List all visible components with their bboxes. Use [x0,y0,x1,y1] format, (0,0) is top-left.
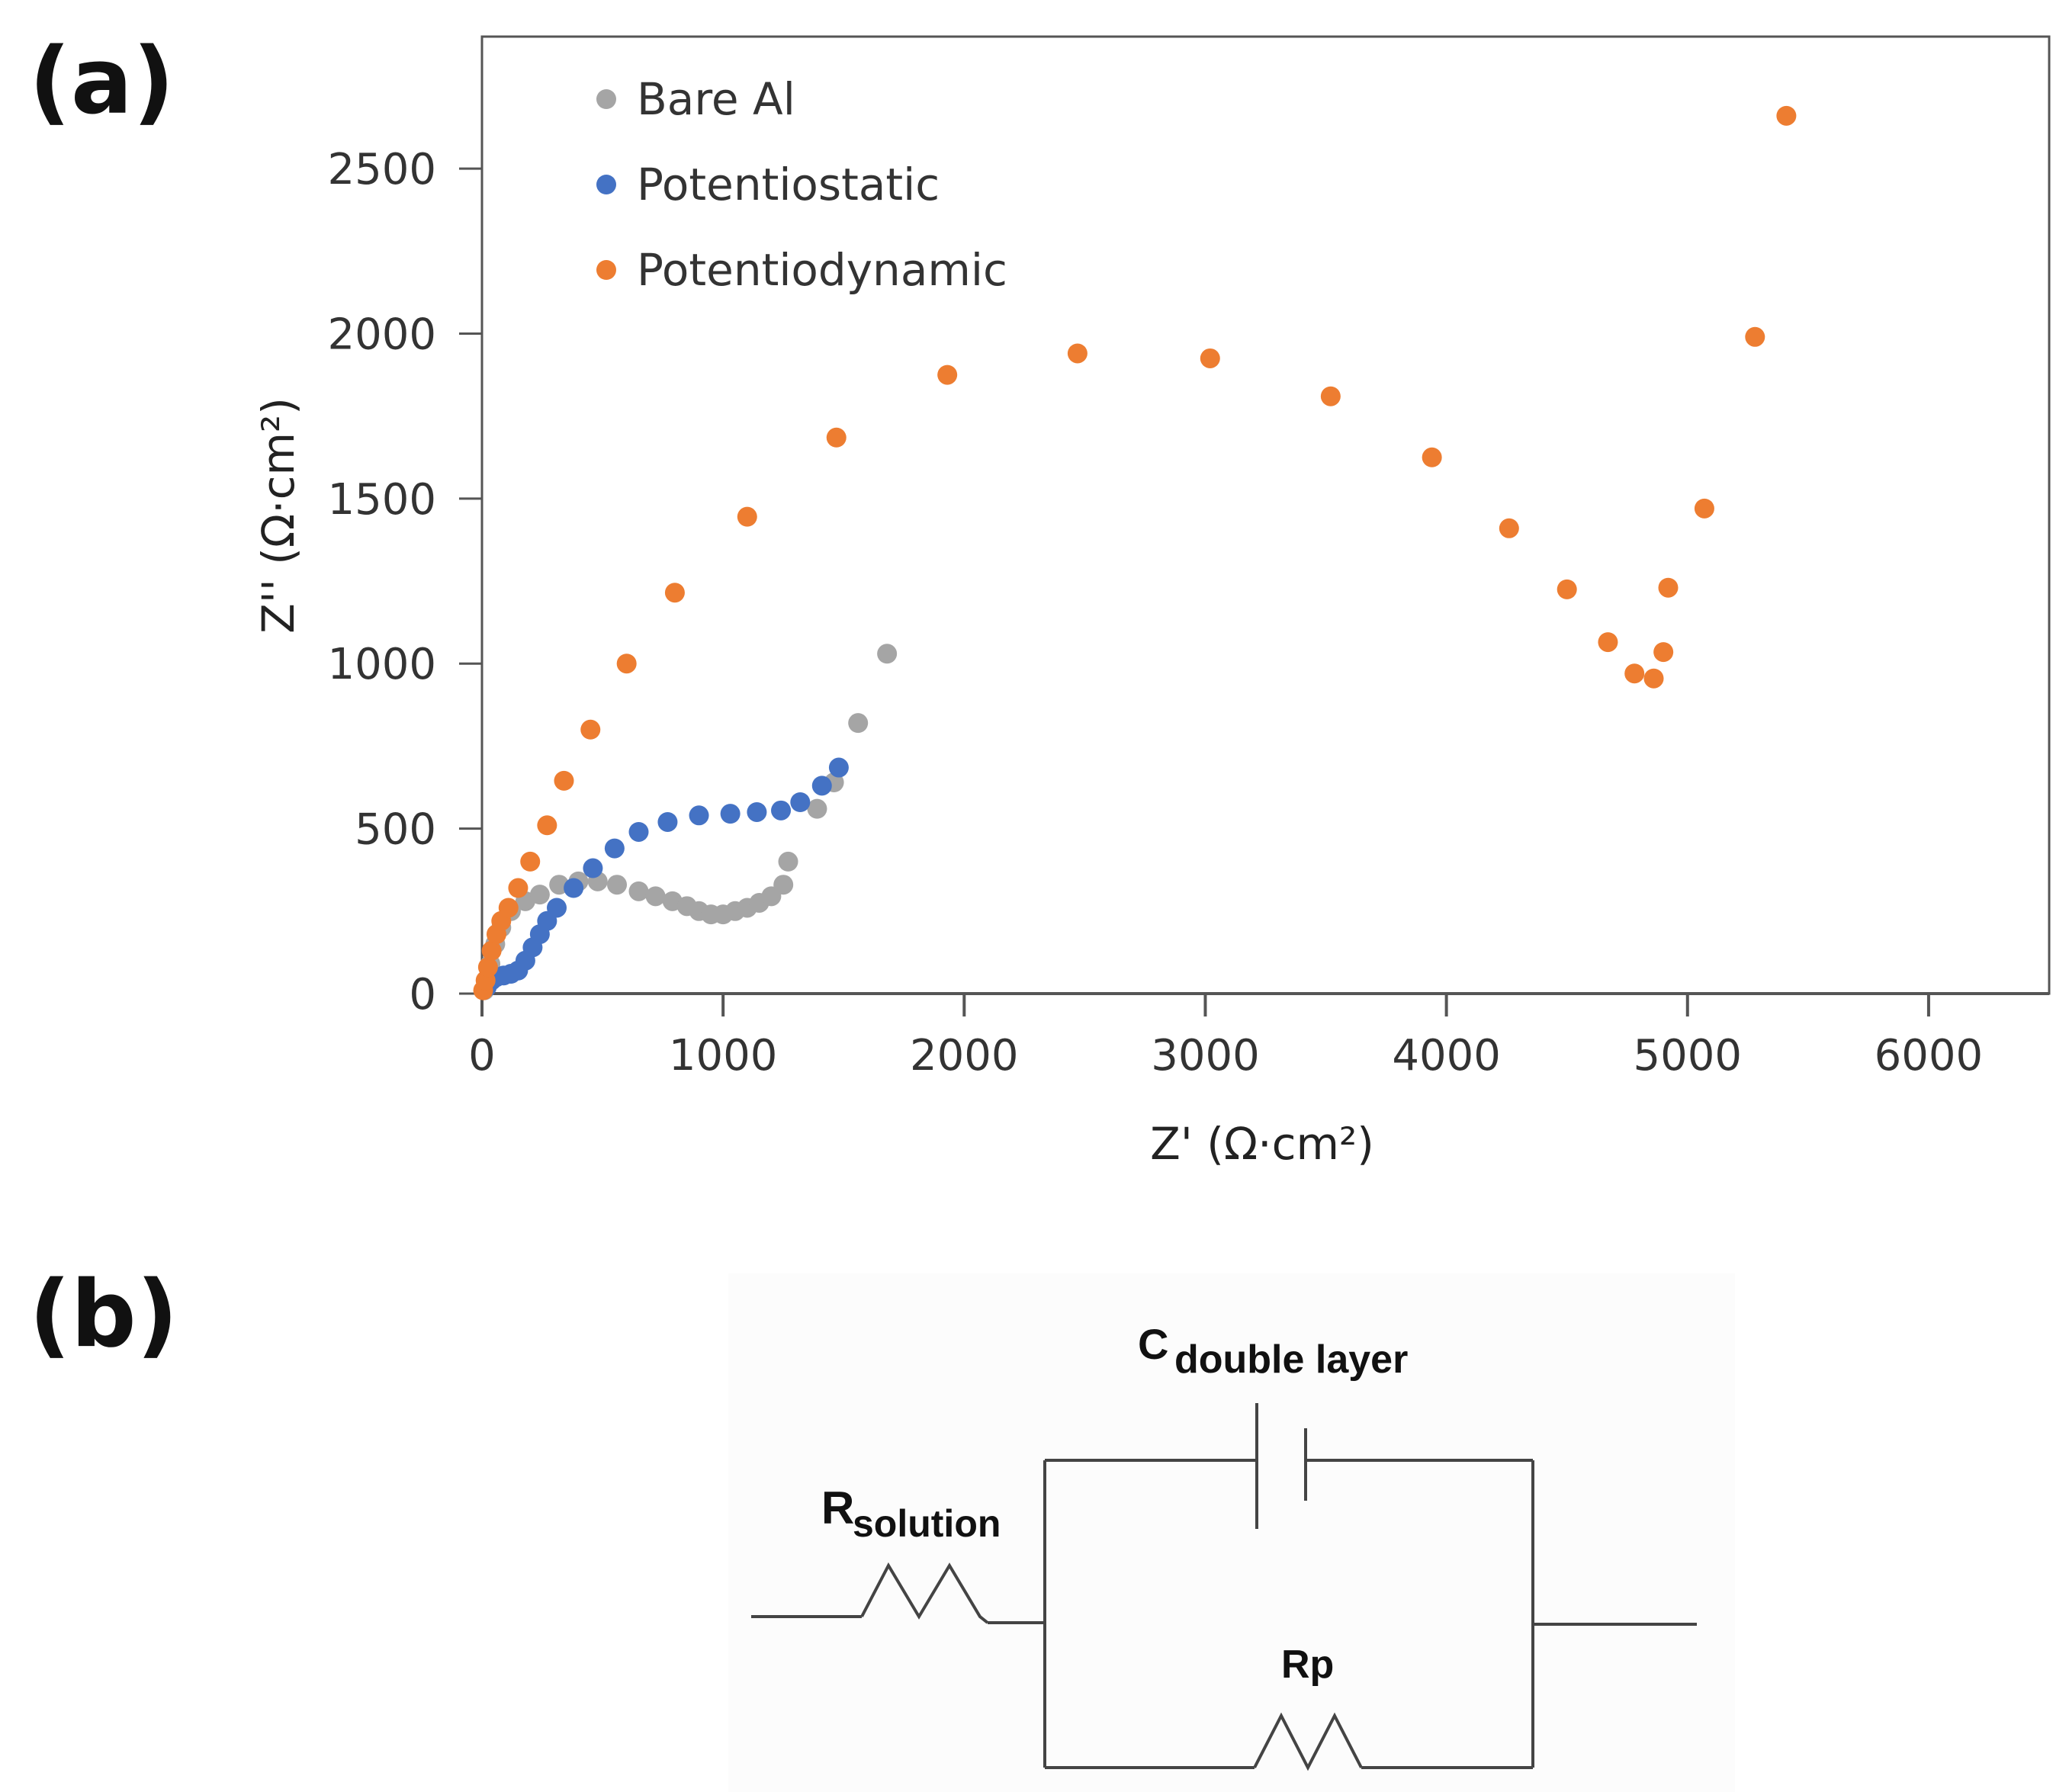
point-potentiodynamic [580,719,601,740]
point-potentiodynamic [1422,447,1442,467]
point-potentiodynamic [477,957,498,978]
point-potentiodynamic [1653,642,1674,663]
c-double-layer-label-sub: double layer [1174,1338,1408,1382]
x-ticks: 0 1000 2000 3000 4000 5000 6000 [468,994,1983,1081]
point-bare-al [529,885,550,905]
legend-label-potentiodynamic: Potentiodynamic [637,244,1007,296]
x-tick-label: 5000 [1634,1031,1743,1081]
y-tick-label: 1500 [327,475,436,525]
point-potentiodynamic [616,654,637,674]
point-bare-al [607,875,628,895]
point-potentiodynamic [1320,386,1341,406]
point-potentiodynamic [1658,577,1679,598]
point-potentiostatic [583,858,603,878]
x-tick-label: 2000 [910,1031,1019,1081]
point-potentiostatic [790,792,811,812]
legend-marker-bare-al [596,89,616,109]
point-potentiodynamic [554,770,574,791]
point-bare-al [645,886,666,907]
equivalent-circuit [728,1273,1735,1792]
point-potentiodynamic [1557,579,1577,599]
c-double-layer-label-main: C [1138,1320,1168,1368]
point-bare-al [628,881,649,901]
point-bare-al [848,713,869,734]
point-potentiodynamic [1624,663,1645,684]
point-potentiostatic [720,804,741,824]
nyquist-chart: 0 1000 2000 3000 4000 5000 6000 0 500 1000 1500 20… [252,35,2051,1170]
x-tick-label: 4000 [1392,1031,1501,1081]
point-potentiostatic [771,800,792,821]
y-ticks: 0 500 1000 1500 2000 2500 [327,145,482,1020]
point-bare-al [773,875,794,895]
r-solution-resistor [860,1562,989,1624]
circuit-background [728,1273,1735,1792]
point-potentiodynamic [737,506,757,527]
legend-label-bare-al: Bare Al [637,73,795,125]
point-bare-al [778,851,798,872]
point-potentiostatic [604,838,625,859]
point-potentiostatic [657,811,678,832]
x-tick-label: 1000 [669,1031,778,1081]
y-tick-label: 2500 [327,145,436,194]
point-potentiodynamic [664,583,685,603]
point-potentiostatic [811,776,832,796]
point-potentiodynamic [1200,348,1220,368]
point-potentiodynamic [1745,326,1765,347]
point-potentiodynamic [1694,498,1714,519]
panel-b-label: (b) [29,1262,178,1368]
point-potentiostatic [564,878,584,898]
point-potentiodynamic [1067,343,1088,364]
x-tick-label: 0 [468,1031,496,1081]
point-potentiodynamic [508,878,528,898]
r-solution-label-main: R [821,1482,854,1533]
point-bare-al [877,644,898,664]
point-potentiodynamic [537,815,557,836]
point-potentiodynamic [1499,518,1519,538]
point-potentiodynamic [481,940,502,961]
point-potentiodynamic [826,427,847,448]
legend-marker-potentiostatic [596,175,616,194]
data-points [473,105,1797,1000]
r-solution-label-sub: solution [853,1502,1001,1545]
point-potentiodynamic [937,365,958,385]
point-potentiostatic [547,898,567,918]
rp-resistor [1253,1712,1363,1771]
point-potentiostatic [689,805,709,826]
point-potentiostatic [628,821,649,842]
y-tick-label: 2000 [327,310,436,359]
y-tick-label: 500 [355,805,436,855]
legend: Bare Al Potentiostatic Potentiodynamic [596,73,1007,296]
rp-label: Rp [1281,1643,1334,1687]
y-axis-title: Z'' (Ω·cm²) [252,397,304,634]
panel-a-label: (a) [29,29,175,135]
point-potentiodynamic [1643,668,1664,689]
point-potentiodynamic [1776,105,1797,126]
x-axis-title: Z' (Ω·cm²) [1150,1118,1374,1170]
x-tick-label: 3000 [1151,1031,1260,1081]
point-potentiostatic [747,801,767,822]
legend-label-potentiostatic: Potentiostatic [637,159,940,210]
y-tick-label: 0 [409,970,436,1020]
legend-marker-potentiodynamic [596,260,616,280]
point-potentiodynamic [498,898,519,918]
point-bare-al [807,798,827,819]
point-potentiodynamic [520,851,541,872]
y-tick-label: 1000 [327,640,436,689]
point-potentiostatic [828,757,849,778]
point-potentiodynamic [1598,632,1618,653]
x-tick-label: 6000 [1875,1031,1984,1081]
